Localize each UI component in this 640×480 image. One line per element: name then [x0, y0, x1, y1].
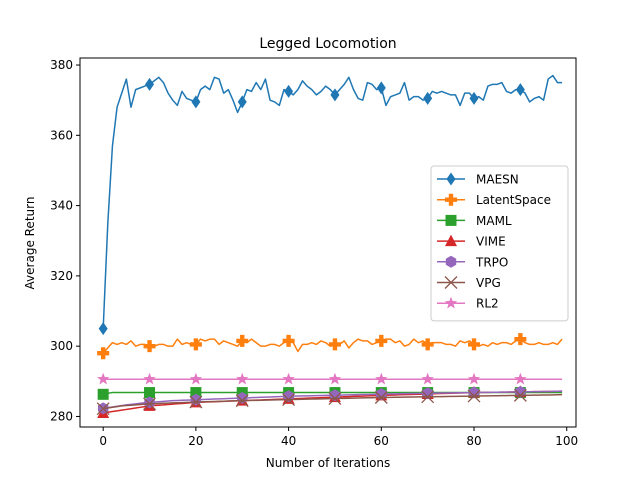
legend-item-rl2: RL2 [437, 296, 499, 311]
chart-title: Legged Locomotion [259, 36, 396, 52]
legend-box [430, 165, 569, 322]
legend-marker-maesn [446, 172, 456, 186]
legend-item-trpo: TRPO [437, 255, 508, 269]
x-tick-label-40: 40 [281, 434, 296, 448]
data-point-rl2-40 [282, 372, 295, 385]
x-tick-label-60: 60 [374, 434, 389, 448]
data-point-rl2-60 [375, 372, 388, 385]
data-point-vpg-0 [96, 402, 110, 416]
x-tick-label-20: 20 [188, 434, 203, 448]
data-point-maesn-70 [423, 91, 433, 105]
data-point-latentspace-10 [143, 340, 156, 353]
y-tick-label-340: 340 [50, 199, 73, 213]
y-tick-label-320: 320 [50, 269, 73, 283]
data-point-rl2-80 [467, 372, 481, 385]
data-point-vpg-20 [189, 395, 203, 409]
data-point-vpg-70 [421, 390, 435, 404]
data-point-rl2-0 [97, 372, 110, 385]
data-point-maesn-50 [330, 88, 340, 102]
axes-layer: 0 20 40 60 80 100 280 300 320 340 360 380 [50, 57, 578, 448]
data-point-maml-10 [144, 387, 156, 399]
x-tick-label-0: 0 [99, 434, 107, 448]
data-point-vpg-40 [282, 393, 296, 407]
y-tick-label-300: 300 [50, 339, 73, 353]
data-point-latentspace-90 [514, 333, 527, 346]
y-tick-label-280: 280 [50, 409, 73, 423]
series-rl2 [97, 372, 563, 385]
data-point-maesn-40 [284, 84, 294, 98]
series-vpg [96, 388, 563, 416]
series-layer [96, 74, 563, 418]
data-point-vpg-10 [143, 397, 156, 411]
data-point-vpg-50 [328, 392, 342, 405]
series-latentspace [97, 333, 563, 360]
data-point-latentspace-20 [189, 338, 202, 351]
legend: MAESN LatentSpace MAML VIME TRPO VPG RL2 [430, 165, 569, 322]
legend-label-latentspace: LatentSpace [476, 193, 551, 207]
legend-marker-rl2 [444, 296, 458, 309]
legend-label-trpo: TRPO [475, 255, 508, 269]
data-point-maesn-80 [469, 91, 479, 105]
data-point-rl2-90 [514, 372, 527, 385]
y-axis-title: Average Return [23, 197, 37, 290]
data-point-maml-0 [97, 388, 109, 400]
data-point-maesn-0 [98, 322, 108, 336]
data-point-latentspace-60 [375, 334, 388, 347]
data-point-maesn-60 [376, 81, 386, 95]
data-point-vpg-60 [374, 391, 388, 404]
legend-item-maml: MAML [437, 214, 512, 228]
legend-label-maml: MAML [476, 214, 512, 228]
data-point-latentspace-80 [468, 338, 481, 351]
plot-frame [79, 57, 577, 428]
data-point-rl2-10 [143, 372, 156, 385]
data-point-vpg-90 [513, 388, 527, 402]
legend-item-maesn: MAESN [437, 172, 519, 187]
legend-label-maesn: MAESN [476, 173, 519, 187]
data-point-maml-20 [190, 387, 202, 399]
x-axis-title: Number of Iterations [266, 456, 391, 470]
series-maesn [98, 74, 563, 336]
legend-item-vime: VIME [437, 234, 506, 249]
data-point-rl2-50 [328, 372, 342, 385]
legend-label-vpg: VPG [476, 276, 501, 290]
y-tick-label-360: 360 [50, 128, 73, 142]
data-point-latentspace-40 [282, 334, 295, 347]
y-tick-label-380: 380 [50, 58, 73, 72]
data-point-maesn-90 [515, 83, 525, 97]
legend-marker-trpo [445, 255, 457, 268]
data-point-latentspace-0 [97, 347, 110, 360]
data-point-rl2-70 [421, 372, 434, 385]
legend-label-rl2: RL2 [476, 297, 499, 311]
legend-item-vpg: VPG [437, 276, 501, 290]
x-tick-label-100: 100 [555, 434, 578, 448]
legend-item-latentspace: LatentSpace [437, 193, 551, 207]
data-point-latentspace-50 [328, 338, 341, 351]
data-point-latentspace-70 [421, 338, 434, 351]
data-point-latentspace-30 [236, 334, 249, 347]
data-point-maesn-20 [191, 95, 201, 109]
x-tick-label-80: 80 [466, 434, 481, 448]
legend-marker-maml [445, 214, 457, 226]
data-point-rl2-20 [189, 372, 203, 385]
legend-marker-vpg [444, 276, 458, 289]
data-point-vpg-80 [467, 389, 481, 403]
legend-marker-latentspace [445, 193, 457, 206]
data-point-vpg-30 [235, 394, 249, 408]
series-line-vpg [103, 393, 563, 410]
data-point-maesn-30 [237, 95, 247, 109]
data-point-maesn-10 [145, 77, 155, 91]
data-point-trpo-10 [144, 396, 155, 409]
legend-marker-vime [445, 234, 457, 247]
data-point-rl2-30 [236, 372, 249, 385]
legend-label-vime: VIME [476, 235, 506, 249]
